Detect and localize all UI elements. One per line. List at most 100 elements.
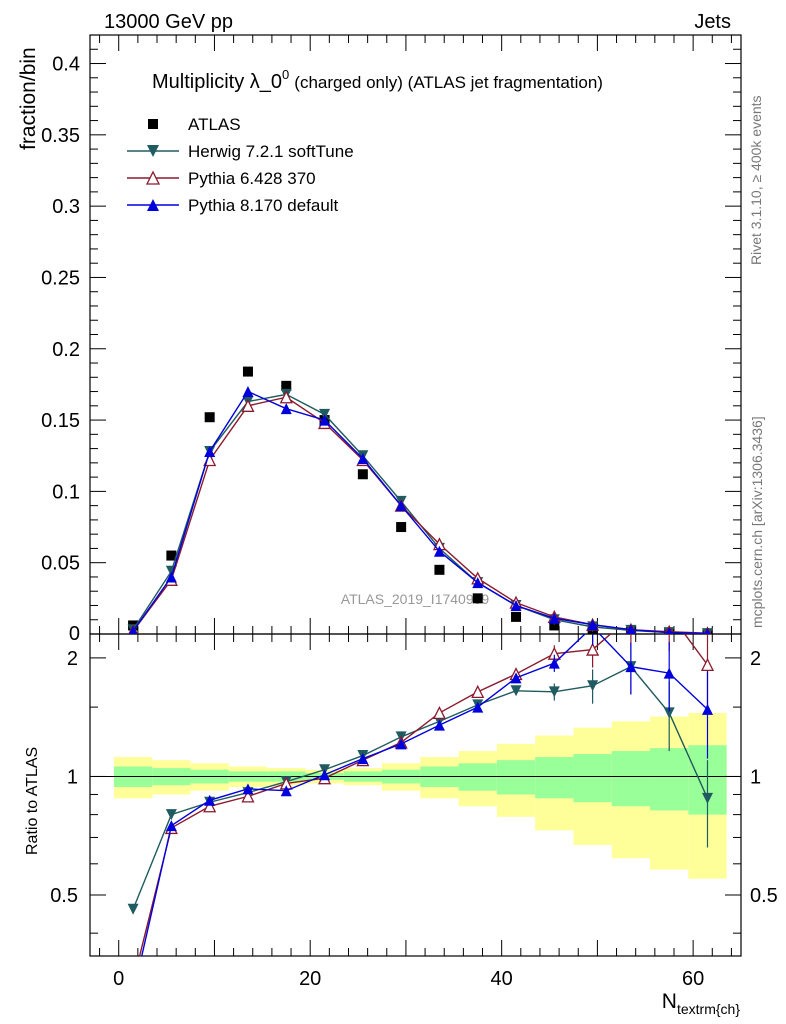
pythia8-ratio-point [701,703,713,715]
y-tick-label: 0.05 [41,553,80,575]
x-axis-label-main: N [662,990,677,1013]
mcplots-label: mcplots.cern.ch [arXiv:1306.3436] [749,416,765,628]
x-axis-label: Ntextrm{ch} [662,990,741,1017]
pythia8-main-point [204,445,216,457]
x-tick-label: 40 [491,968,513,990]
y-tick-label: 0.25 [41,267,80,289]
main-plot-series [127,366,713,634]
y-tick-label: 0.1 [52,481,80,503]
ratio-plot-frame [89,633,742,957]
pythia6-main-point [241,398,255,412]
herwig-ratio-point [587,680,599,692]
atlas-main-point [166,550,177,561]
herwig-main-point [319,408,331,420]
pythia8-ratio-point [625,661,637,673]
x-tick-label: 20 [299,968,321,990]
pythia8-main-point [165,571,177,583]
pythia8-ratio-point [128,989,139,1000]
x-axis-label-sub: textrm{ch} [677,1001,740,1017]
pythia8-ratio-point [165,820,177,832]
pythia8-ratio-point [433,719,445,731]
ratio-uncertainty-bands [113,712,727,879]
legend-label-herwig: Herwig 7.2.1 softTune [188,142,354,161]
pythia8-main-point [626,624,636,634]
atlas-main-point [281,380,292,391]
pythia8-main-point [704,627,711,634]
pythia8-main-point [319,414,331,426]
atlas-main-point [434,564,445,575]
pythia8-ratio-point [510,672,522,684]
pythia6-ratio-point [241,789,255,803]
herwig-ratio-point [127,903,139,915]
title-rest: (charged only) (ATLAS jet fragmentation) [294,73,603,92]
atlas-main-point [472,593,483,604]
pythia8-main-point [280,403,292,415]
main-y-axis-label: fraction/bin [17,47,40,150]
atlas-main-point [357,469,368,480]
ratio-y-tick-label-right: 2 [750,648,761,670]
pythia8-ratio-line [141,634,708,956]
pythia6-main-point [279,390,293,404]
legend-label-atlas: ATLAS [188,115,241,134]
pythia6-ratio-point [625,611,636,622]
pythia8-ratio-point [663,667,675,679]
pythia8-main-point [242,386,254,398]
pythia8-main-point [433,545,445,557]
herwig-ratio-line [132,665,709,910]
atlas-main-point [242,366,253,377]
pythia6-ratio-line [138,634,709,956]
pythia8-main-point [587,619,599,631]
pythia6-ratio-point [471,684,485,698]
y-tick-label: 0.4 [52,54,80,76]
band-inner-bin [535,757,574,799]
herwig-ratio-point [510,685,522,697]
axis-tick-labels: 0.050.10.150.20.250.30.350.400 20 40 600.5 0… [41,54,778,990]
analysis-watermark: ATLAS_2019_I1740909 [341,591,490,607]
y-tick-label: 0.15 [41,410,80,432]
pythia8-ratio-point [242,783,254,795]
pythia8-ratio-point [472,701,484,713]
ratio-y-tick-label: 1 [67,766,78,788]
x-tick-label: 0 [113,968,124,990]
legend-marker-atlas [148,119,158,129]
ratio-y-tick-label-right: 0.5 [750,885,778,907]
y-tick-label: 0.35 [41,125,80,147]
band-inner-bin [496,760,536,795]
header-energy-label: 13000 GeV pp [104,11,233,33]
legend-marker-pythia8 [147,199,159,211]
atlas-main-point [204,412,215,423]
herwig-ratio-point [165,809,177,821]
x-tick-label: 60 [682,968,704,990]
pythia6-ratio-point [432,705,446,720]
legend: ATLAS Herwig 7.2.1 softTune Pythia 6.428 3… [127,115,354,215]
pythia6-ratio-point [128,977,139,988]
axis-ticks [90,34,741,956]
header-process-label: Jets [694,11,731,33]
legend-label-pythia8: Pythia 8.170 default [188,196,339,215]
chart-title: Multiplicity λ_00 (charged only) (ATLAS j… [152,67,603,93]
pythia8-ratio-point [319,769,331,781]
pythia8-ratio-point [280,785,292,797]
pythia8-main-point [395,500,407,512]
y-tick-label: 0.2 [52,339,80,361]
herwig-ratio-point [663,707,675,719]
pythia6-ratio-point [700,657,715,672]
legend-label-pythia6: Pythia 6.428 370 [188,169,316,188]
pythia8-ratio-point [204,794,216,806]
ratio-y-axis-label: Ratio to ATLAS [24,747,41,855]
y-tick-label-zero: 0 [69,623,80,645]
ratio-y-tick-label: 2 [67,648,78,670]
y-tick-label: 0.3 [52,196,80,218]
band-inner-bin [573,754,612,803]
legend-marker-herwig [147,145,159,157]
atlas-main-point [396,522,407,533]
pythia6-ratio-point [203,799,217,813]
band-inner-bin [650,748,689,811]
rivet-label: Rivet 3.1.10, ≥ 400k events [748,95,764,265]
band-inner-bin [611,751,651,807]
herwig-ratio-point [701,792,713,804]
pythia8-main-point [510,599,522,611]
pythia6-ratio-point [664,608,675,619]
pythia6-ratio-point [586,642,600,656]
